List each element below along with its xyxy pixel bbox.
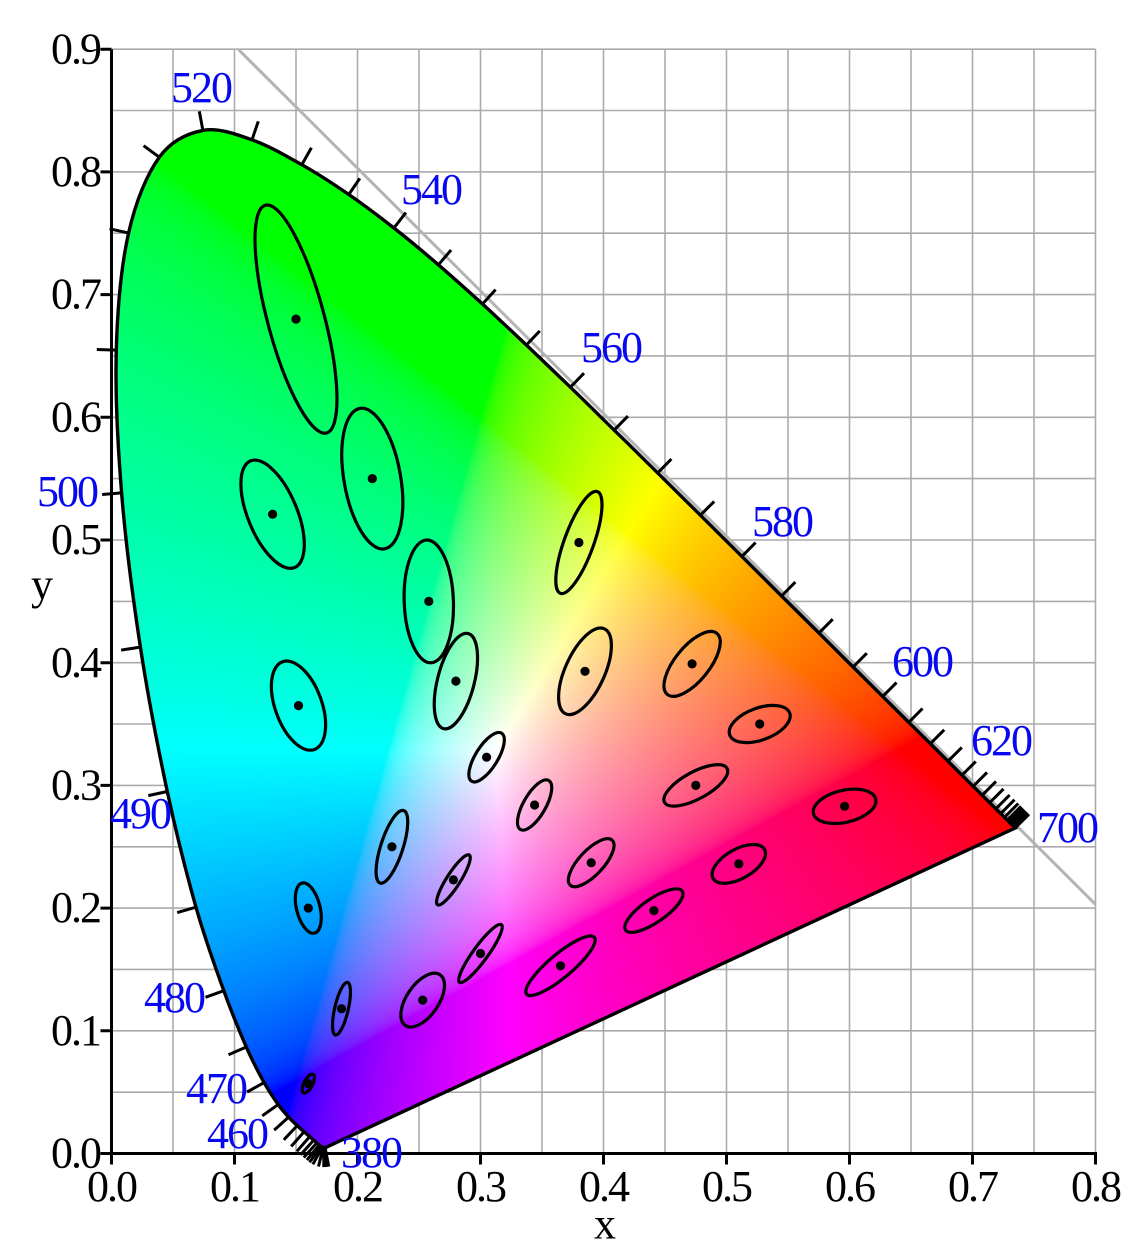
svg-text:600: 600 xyxy=(892,637,953,686)
svg-text:560: 560 xyxy=(581,323,642,372)
svg-text:500: 500 xyxy=(37,467,98,516)
svg-text:x: x xyxy=(594,1200,616,1249)
svg-text:0.5: 0.5 xyxy=(702,1162,752,1211)
svg-text:0.9: 0.9 xyxy=(51,24,101,73)
svg-text:0.8: 0.8 xyxy=(1071,1162,1121,1211)
svg-text:0.0: 0.0 xyxy=(51,1129,101,1178)
svg-text:470: 470 xyxy=(186,1064,247,1113)
svg-text:460: 460 xyxy=(207,1109,268,1158)
svg-text:0.4: 0.4 xyxy=(51,638,102,687)
svg-text:520: 520 xyxy=(171,63,232,112)
svg-text:580: 580 xyxy=(752,497,813,546)
svg-text:540: 540 xyxy=(401,165,462,214)
svg-text:480: 480 xyxy=(144,973,205,1022)
svg-text:620: 620 xyxy=(971,716,1032,765)
svg-text:0.1: 0.1 xyxy=(210,1162,259,1211)
svg-text:y: y xyxy=(31,560,53,609)
svg-text:490: 490 xyxy=(110,789,171,838)
svg-text:0.1: 0.1 xyxy=(51,1006,100,1055)
svg-text:0.5: 0.5 xyxy=(51,515,101,564)
svg-text:0.3: 0.3 xyxy=(51,761,101,810)
svg-text:0.3: 0.3 xyxy=(456,1162,506,1211)
svg-text:0.0: 0.0 xyxy=(87,1162,137,1211)
svg-text:0.4: 0.4 xyxy=(579,1162,630,1211)
svg-text:700: 700 xyxy=(1037,803,1098,852)
svg-text:0.7: 0.7 xyxy=(948,1162,998,1211)
svg-text:0.7: 0.7 xyxy=(51,270,101,319)
svg-text:0.2: 0.2 xyxy=(51,883,100,932)
svg-text:0.8: 0.8 xyxy=(51,147,101,196)
svg-text:0.6: 0.6 xyxy=(51,392,101,441)
svg-text:0.2: 0.2 xyxy=(333,1162,382,1211)
svg-text:0.6: 0.6 xyxy=(825,1162,875,1211)
svg-text:380: 380 xyxy=(341,1128,402,1177)
